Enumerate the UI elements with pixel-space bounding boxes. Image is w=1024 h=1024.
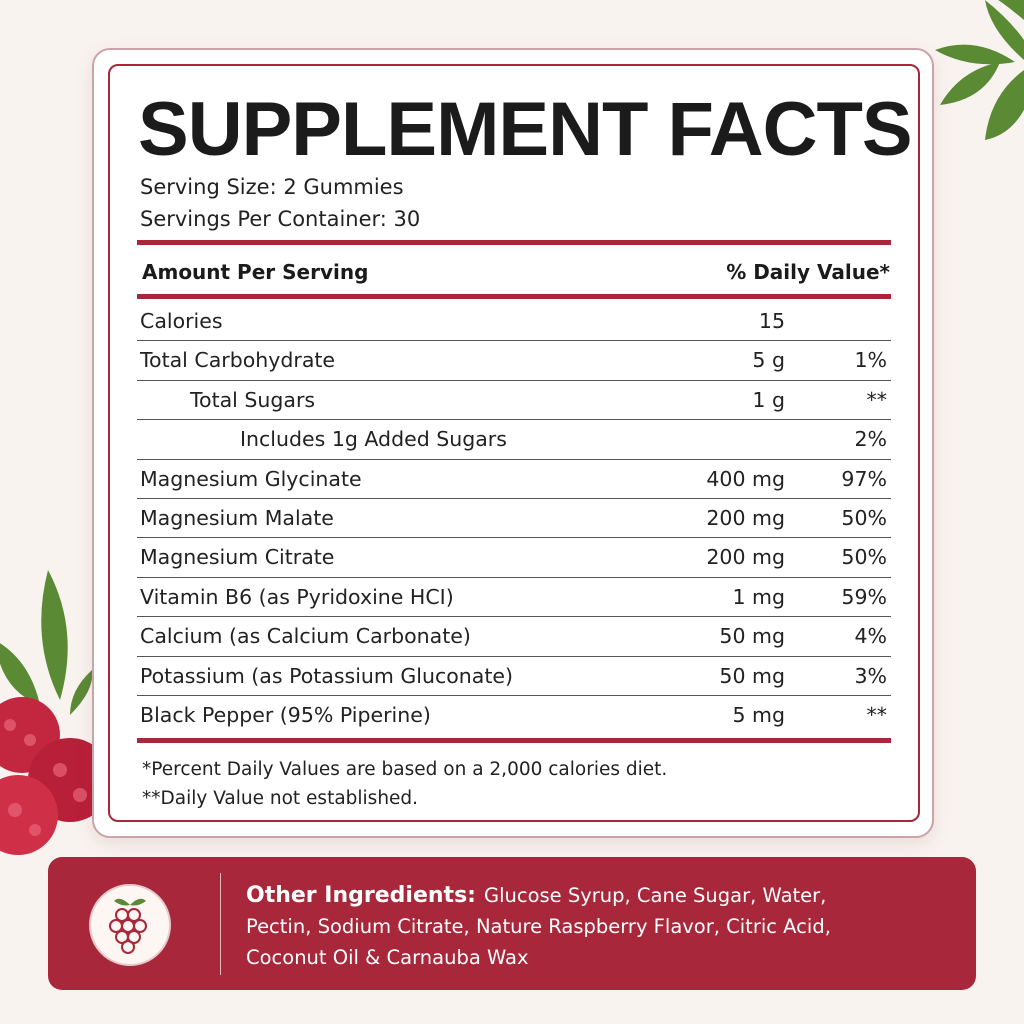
amount: 1 mg <box>732 584 785 609</box>
divider <box>137 738 891 743</box>
amount: 50 mg <box>719 663 785 688</box>
facts-card <box>92 48 934 838</box>
title: SUPPLEMENT FACTS <box>138 87 913 172</box>
amount: 400 mg <box>706 466 785 491</box>
daily-value: 97% <box>841 466 887 491</box>
nutrient: Calcium (as Calcium Carbonate) <box>140 624 471 649</box>
separator <box>220 873 221 975</box>
daily-value: 3% <box>854 663 887 688</box>
nutrient: Total Sugars <box>190 387 316 412</box>
ingredients-banner <box>48 857 976 990</box>
nutrient: Magnesium Citrate <box>140 545 335 570</box>
nutrient: Magnesium Malate <box>140 505 334 530</box>
serving-size: Serving Size: 2 Gummies <box>140 175 404 199</box>
amount: 5 g <box>752 348 785 373</box>
nutrient: Calories <box>140 309 223 333</box>
row: Total Sugars 1 g ** <box>137 381 891 421</box>
footnote: *Percent Daily Values are based on a 2,0… <box>142 759 668 780</box>
servings-per-container: Servings Per Container: 30 <box>140 207 421 231</box>
column-header: Amount Per Serving <box>142 260 369 284</box>
other-ingredients: Other Ingredients: Glucose Syrup, Cane Su… <box>246 880 886 973</box>
row: Total Carbohydrate 5 g 1% <box>137 341 891 381</box>
row: Magnesium Glycinate 400 mg 97% <box>137 460 891 499</box>
row: Magnesium Citrate 200 mg 50% <box>137 538 891 578</box>
raspberry-icon <box>89 884 171 966</box>
amount: 50 mg <box>719 624 785 649</box>
divider <box>137 240 891 245</box>
facts-table: Calories 15 Total Carbohydrate 5 g 1% Total… <box>137 302 891 735</box>
nutrient: Black Pepper (95% Piperine) <box>140 702 431 727</box>
daily-value: ** <box>866 702 888 727</box>
daily-value: 50% <box>841 545 887 570</box>
leaves <box>0 0 1024 715</box>
row: Vitamin B6 (as Pyridoxine HCI) 1 mg 59% <box>137 578 891 618</box>
row: Potassium (as Potassium Gluconate) 50 mg 3… <box>137 657 891 696</box>
daily-value: ** <box>866 387 888 412</box>
amount: 200 mg <box>706 545 785 570</box>
column-header: % Daily Value* <box>726 260 890 284</box>
ingredients-label: Other Ingredients: <box>246 883 476 908</box>
divider <box>137 294 891 299</box>
nutrient: Vitamin B6 (as Pyridoxine HCI) <box>140 584 454 609</box>
daily-value: 59% <box>841 584 887 609</box>
nutrient: Includes 1g Added Sugars <box>240 427 507 452</box>
facts-border <box>108 64 920 822</box>
daily-value: 1% <box>854 348 887 373</box>
nutrient: Magnesium Glycinate <box>140 466 362 491</box>
amount: 15 <box>758 309 785 333</box>
footnote: **Daily Value not established. <box>142 788 419 809</box>
row: Black Pepper (95% Piperine) 5 mg ** <box>137 696 891 735</box>
row: Calories 15 <box>137 302 891 342</box>
daily-value: 4% <box>854 624 887 649</box>
row: Calcium (as Calcium Carbonate) 50 mg 4% <box>137 617 891 657</box>
amount: 1 g <box>752 387 785 412</box>
nutrient: Total Carbohydrate <box>140 348 336 373</box>
amount: 5 mg <box>732 702 785 727</box>
nutrient: Potassium (as Potassium Gluconate) <box>140 663 513 688</box>
raspberries <box>0 697 112 855</box>
daily-value: 50% <box>841 505 887 530</box>
ingredients-text: Glucose Syrup, Cane Sugar, Water, Pectin… <box>246 884 831 969</box>
row: Includes 1g Added Sugars 2% <box>137 420 891 460</box>
row: Magnesium Malate 200 mg 50% <box>137 499 891 539</box>
daily-value: 2% <box>854 427 887 452</box>
amount: 200 mg <box>706 505 785 530</box>
